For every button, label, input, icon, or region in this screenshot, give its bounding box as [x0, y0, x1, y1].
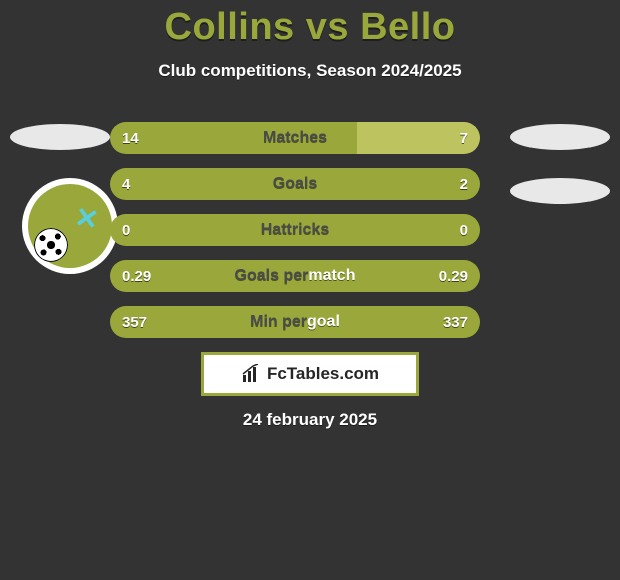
date-label: 24 february 2025: [0, 410, 620, 430]
stat-row: 0.290.29Goals per match: [110, 260, 480, 292]
stat-row: 42Goals: [110, 168, 480, 200]
stat-fill-left: [110, 168, 357, 200]
decor-ellipse-right-1: [510, 124, 610, 150]
branding-chart-icon: [241, 364, 261, 384]
stat-value-left: 14: [110, 122, 151, 154]
club-badge-inner: ✕: [28, 184, 112, 268]
stat-rows: 147Matches42Goals00Hattricks0.290.29Goal…: [110, 122, 480, 352]
stat-value-left: 4: [110, 168, 142, 200]
page-title: Collins vs Bello: [0, 0, 620, 49]
stat-value-left: 0.29: [110, 260, 163, 292]
stat-value-right: 2: [448, 168, 480, 200]
decor-ellipse-right-2: [510, 178, 610, 204]
stat-row: 357337Min per goal: [110, 306, 480, 338]
stat-value-right: 0: [448, 214, 480, 246]
decor-ellipse-left: [10, 124, 110, 150]
branding-label: FcTables.com: [267, 364, 379, 384]
club-badge: ✕: [22, 178, 118, 274]
stat-value-right: 7: [448, 122, 480, 154]
stat-value-left: 0: [110, 214, 142, 246]
branding-box: FcTables.com: [201, 352, 419, 396]
stat-row: 147Matches: [110, 122, 480, 154]
page-subtitle: Club competitions, Season 2024/2025: [0, 61, 620, 81]
stat-value-left: 357: [110, 306, 159, 338]
stat-value-right: 337: [431, 306, 480, 338]
stat-value-right: 0.29: [427, 260, 480, 292]
badge-ball-icon: [34, 228, 68, 262]
stat-row: 00Hattricks: [110, 214, 480, 246]
badge-cross-icon: ✕: [72, 200, 101, 237]
